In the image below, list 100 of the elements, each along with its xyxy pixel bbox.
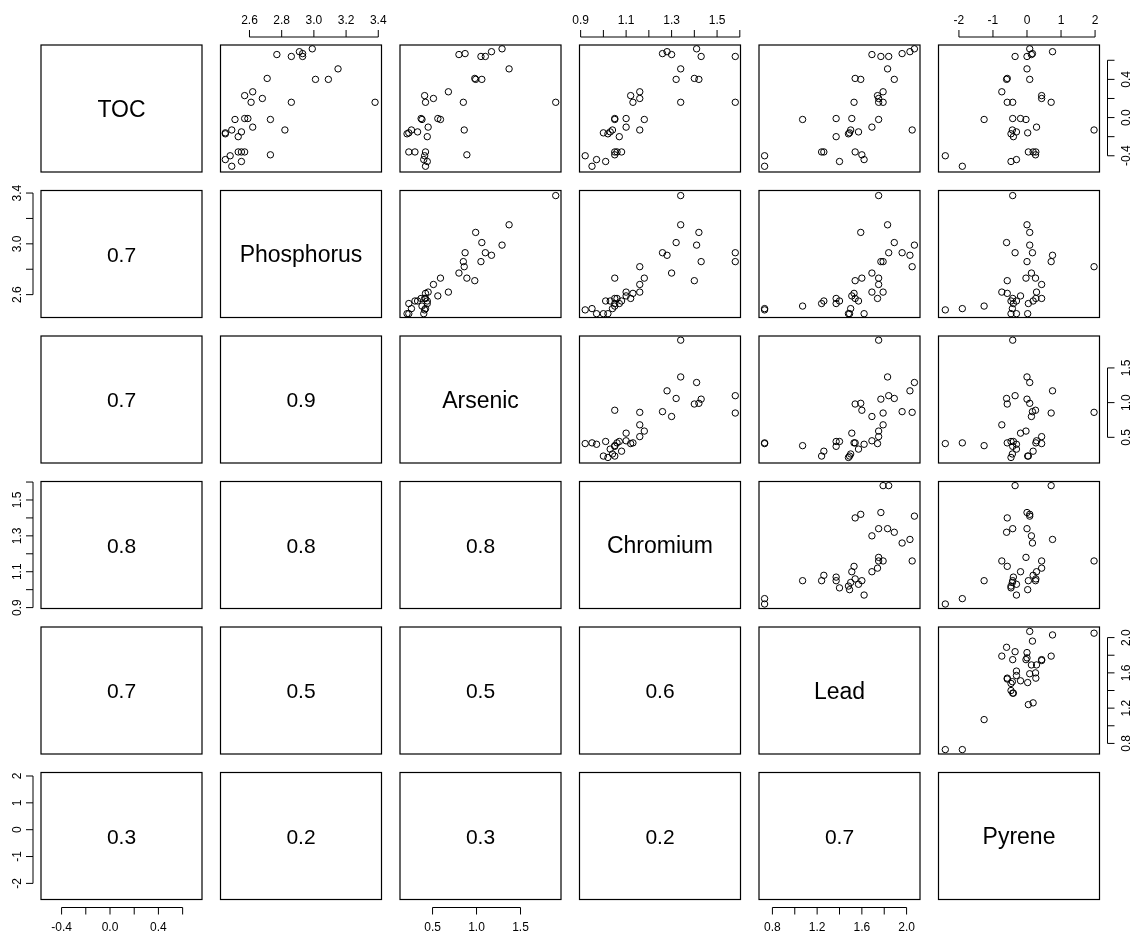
point <box>601 157 610 166</box>
point <box>663 251 671 259</box>
point <box>247 98 255 106</box>
x-tick-label: 3.4 <box>369 13 387 27</box>
point <box>798 441 807 450</box>
x-tick-label: 0.8 <box>764 919 782 934</box>
annotation: 0.3 <box>106 824 137 848</box>
point <box>640 274 649 282</box>
point <box>851 514 859 522</box>
point <box>413 128 422 136</box>
point <box>879 421 887 429</box>
point <box>487 47 496 56</box>
point <box>731 249 739 257</box>
point <box>879 88 887 96</box>
point <box>817 299 826 308</box>
point <box>676 221 685 229</box>
point <box>1023 373 1031 381</box>
y-tick-label: 1.0 <box>1118 393 1133 411</box>
annotation: 0.8 <box>106 533 137 557</box>
point <box>1007 157 1015 166</box>
y-tick-label: 2.6 <box>10 285 24 303</box>
point <box>505 65 513 73</box>
point <box>1009 114 1017 123</box>
point <box>311 75 320 84</box>
point <box>1031 406 1040 414</box>
point <box>608 304 617 313</box>
point <box>851 400 859 408</box>
point <box>1012 155 1021 164</box>
point <box>958 594 967 603</box>
point <box>908 263 916 271</box>
point <box>1007 453 1015 462</box>
point <box>832 442 840 451</box>
y-tick-label: 3.0 <box>10 235 24 253</box>
point <box>874 336 883 344</box>
point <box>298 49 307 58</box>
point <box>1037 564 1046 572</box>
x-tick-label: 1.1 <box>617 13 635 27</box>
point <box>622 292 630 300</box>
point <box>1012 445 1021 453</box>
point <box>958 745 967 754</box>
point <box>258 94 267 103</box>
point <box>667 269 676 277</box>
point <box>820 571 828 580</box>
point <box>615 299 623 308</box>
point <box>249 88 257 96</box>
point <box>798 115 807 124</box>
point <box>237 148 246 156</box>
text: Lead <box>813 677 866 704</box>
point <box>832 294 840 303</box>
point <box>413 297 422 305</box>
point <box>884 52 893 61</box>
point <box>1009 655 1017 664</box>
point <box>226 152 234 160</box>
point <box>615 132 623 141</box>
point <box>1029 148 1037 156</box>
point <box>459 257 468 266</box>
point <box>883 524 892 533</box>
point <box>228 162 236 170</box>
x-tick-label: 0.9 <box>572 13 590 27</box>
point <box>1037 439 1046 448</box>
point <box>1028 637 1037 645</box>
point <box>835 437 844 446</box>
point <box>672 394 680 403</box>
x-tick-label: 1.5 <box>708 13 726 27</box>
point <box>622 437 630 445</box>
text: TOC <box>97 95 146 122</box>
text: Phosphorus <box>239 241 363 267</box>
point <box>436 115 445 124</box>
point <box>846 578 855 587</box>
y-tick-label: 1 <box>10 799 24 807</box>
point <box>848 292 856 300</box>
point <box>1027 532 1036 540</box>
point <box>731 98 739 106</box>
point <box>1032 568 1041 576</box>
point <box>817 452 826 460</box>
y-tick-label: 0.0 <box>1118 108 1133 126</box>
point <box>1047 98 1055 106</box>
point <box>1002 528 1011 536</box>
point <box>1031 151 1040 159</box>
point <box>588 304 596 313</box>
point <box>1032 294 1040 303</box>
point <box>998 288 1006 296</box>
point <box>1012 580 1021 588</box>
point <box>334 65 342 73</box>
y-tick-label: 1.5 <box>1118 359 1133 377</box>
point <box>640 115 649 124</box>
point <box>324 75 333 84</box>
point <box>1008 450 1017 458</box>
point <box>817 148 826 156</box>
point <box>1023 129 1032 137</box>
point <box>1012 591 1021 599</box>
point <box>854 445 863 453</box>
point <box>1007 309 1015 318</box>
point <box>980 577 988 585</box>
point <box>421 148 430 156</box>
point <box>874 94 883 103</box>
point <box>1002 238 1011 247</box>
point <box>228 126 236 134</box>
y-tick-label: 1.6 <box>1118 664 1133 682</box>
point <box>879 481 887 490</box>
